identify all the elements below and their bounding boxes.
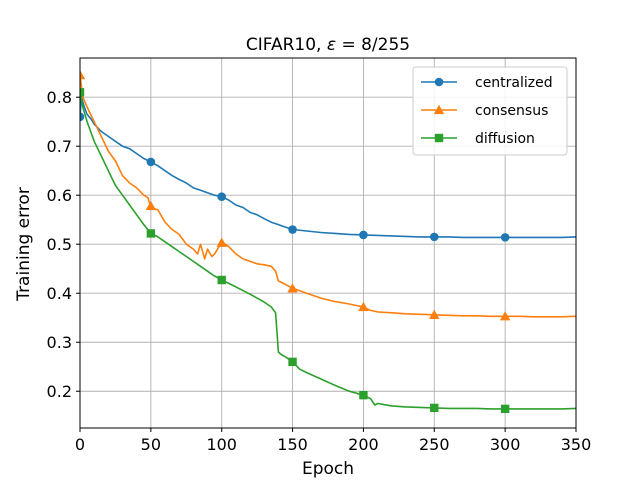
legend-label-diffusion: diffusion [475,131,535,147]
legend-label-consensus: consensus [475,103,548,119]
y-tick-label: 0.6 [47,186,72,205]
x-tick-label: 0 [75,435,85,454]
data-point-centralized [146,157,156,167]
x-tick-label: 250 [419,435,450,454]
data-point-consensus [216,237,227,247]
legend-label-centralized: centralized [475,75,553,91]
x-tick-label: 100 [206,435,237,454]
data-point-diffusion [146,229,156,238]
series-consensus [80,69,576,321]
x-axis: 0 50 100 150 200 250 300 350 [75,428,591,454]
x-axis-label: Epoch [302,459,354,479]
data-point-consensus [145,200,157,211]
y-tick-label: 0.8 [47,88,72,107]
data-point-consensus [499,311,511,321]
series-line-diffusion [80,92,576,410]
y-tick-label: 0.5 [47,235,72,254]
data-point-diffusion [430,403,439,413]
x-tick-label: 200 [348,435,379,454]
data-point-consensus [429,309,440,319]
chart-title: CIFAR10, ε = 8/255 [246,35,410,55]
data-point-diffusion [80,88,85,97]
data-point-centralized [217,192,227,201]
y-axis-label: Training error [14,187,34,302]
data-point-centralized [288,225,297,234]
data-point-diffusion [288,357,297,367]
legend-marker-diffusion [434,133,444,143]
data-point-centralized [500,233,510,242]
series-line-centralized [80,96,576,239]
y-tick-label: 0.2 [47,382,72,401]
series-diffusion [80,88,576,414]
y-axis: 0.2 0.3 0.4 0.5 0.6 0.7 0.8 [47,88,80,401]
legend: centralized consensus diffusion [412,66,568,156]
data-point-centralized [429,232,439,242]
data-point-centralized [359,230,368,240]
data-point-centralized [80,112,85,122]
data-point-diffusion [500,404,510,414]
legend-box [412,66,568,156]
plot-frame [79,57,577,429]
x-tick-label: 50 [141,435,161,454]
series-centralized [80,96,576,242]
legend-marker-centralized [434,77,444,87]
series-line-consensus [80,75,576,318]
data-point-diffusion [359,390,368,400]
x-tick-label: 150 [277,435,308,454]
y-tick-label: 0.7 [47,137,72,156]
data-point-diffusion [217,275,226,285]
y-tick-label: 0.3 [47,333,72,352]
legend-marker-consensus [433,104,445,115]
y-tick-label: 0.4 [47,284,72,303]
data-point-consensus [287,283,298,293]
x-tick-label: 300 [490,435,521,454]
data-point-consensus [358,301,369,312]
x-tick-label: 350 [561,435,592,454]
data-point-consensus [80,69,86,80]
series-layer [80,69,576,414]
